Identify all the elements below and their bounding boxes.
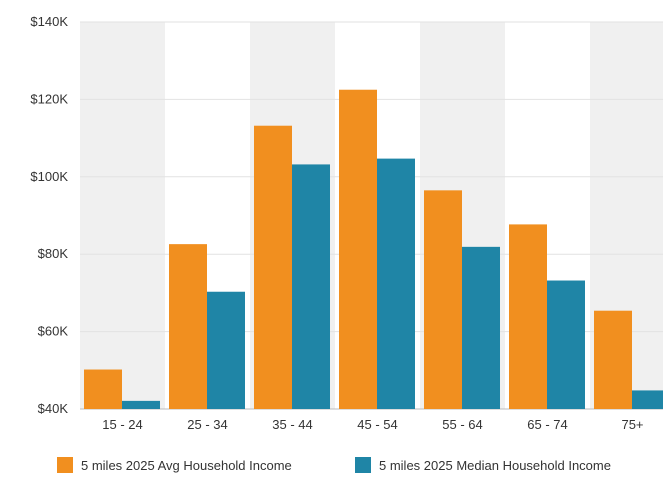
bar-avg-income[interactable] (594, 310, 632, 409)
legend-label-avg: 5 miles 2025 Avg Household Income (81, 457, 292, 473)
x-tick-label: 25 - 34 (187, 417, 227, 432)
bar-median-income[interactable] (122, 400, 160, 409)
x-tick-label: 55 - 64 (442, 417, 482, 432)
bar-avg-income[interactable] (424, 190, 462, 409)
bar-chart: $40K $60K $80K $100K $120K $140K 15 - 24 25 - … (30, 14, 663, 432)
bar-avg-income[interactable] (169, 244, 207, 409)
legend-swatch-median (355, 457, 371, 473)
x-tick-label: 15 - 24 (102, 417, 142, 432)
x-tick-label: 35 - 44 (272, 417, 312, 432)
legend-item-avg[interactable]: 5 miles 2025 Avg Household Income (57, 457, 292, 473)
bar-median-income[interactable] (547, 280, 585, 409)
y-axis-ticks: $40K $60K $80K $100K $120K $140K (30, 14, 68, 416)
bar-avg-income[interactable] (509, 224, 547, 409)
x-tick-label: 45 - 54 (357, 417, 397, 432)
category-band (80, 22, 165, 409)
bar-median-income[interactable] (632, 390, 663, 409)
legend: 5 miles 2025 Avg Household Income 5 mile… (0, 457, 663, 479)
x-tick-label: 65 - 74 (527, 417, 567, 432)
bar-median-income[interactable] (292, 164, 330, 409)
bars (84, 89, 663, 409)
y-tick-label: $80K (38, 246, 69, 261)
legend-swatch-avg (57, 457, 73, 473)
y-tick-label: $100K (30, 169, 68, 184)
y-tick-label: $40K (38, 401, 69, 416)
bar-avg-income[interactable] (84, 369, 122, 409)
y-tick-label: $140K (30, 14, 68, 29)
bar-median-income[interactable] (207, 291, 245, 409)
legend-label-median: 5 miles 2025 Median Household Income (379, 457, 611, 473)
bar-median-income[interactable] (462, 246, 500, 409)
x-tick-label: 75+ (621, 417, 643, 432)
bar-median-income[interactable] (377, 158, 415, 409)
legend-item-median[interactable]: 5 miles 2025 Median Household Income (355, 457, 611, 473)
y-tick-label: $120K (30, 91, 68, 106)
x-axis-ticks: 15 - 24 25 - 34 35 - 44 45 - 54 55 - 64 65 - … (102, 417, 643, 432)
bar-avg-income[interactable] (339, 89, 377, 409)
bar-avg-income[interactable] (254, 125, 292, 409)
y-tick-label: $60K (38, 324, 69, 339)
